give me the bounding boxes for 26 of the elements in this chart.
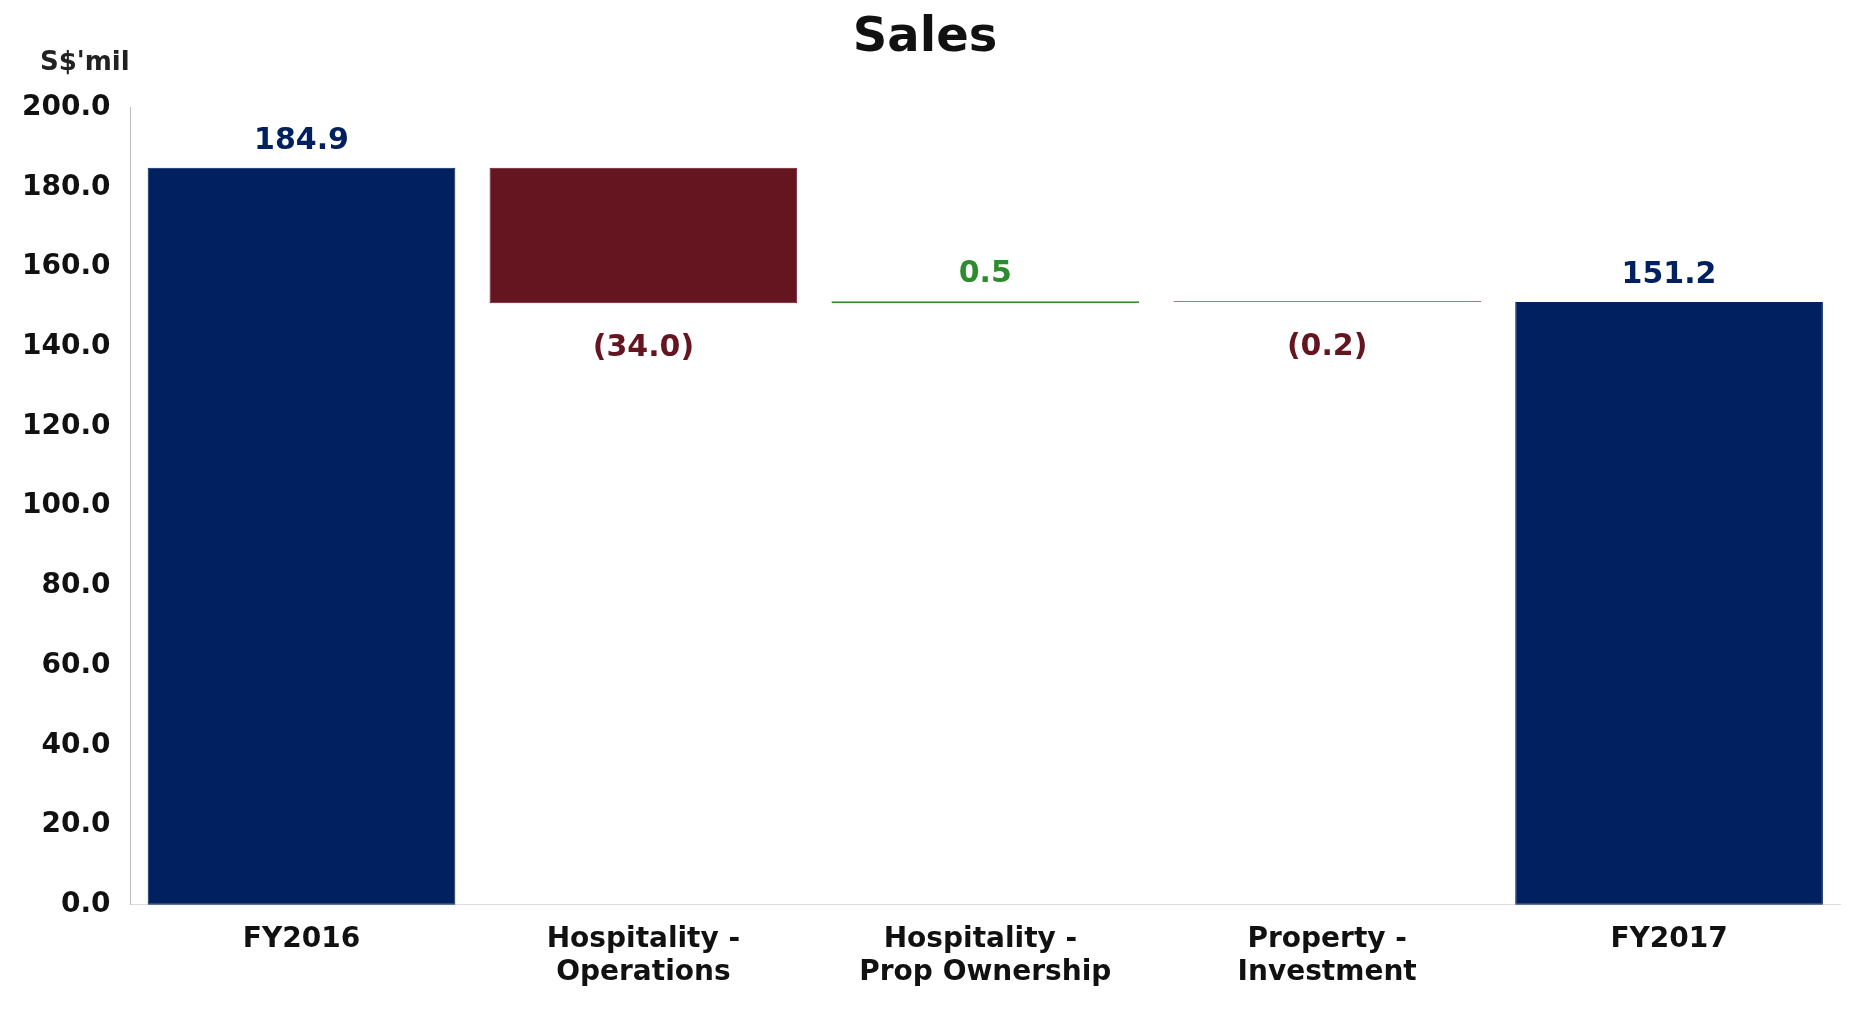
chart-title: Sales <box>852 6 998 63</box>
bar <box>1515 302 1823 905</box>
y-tick-label: 200.0 <box>21 88 111 122</box>
x-tick-label: Hospitality - Operations <box>546 920 741 988</box>
y-tick-label: 100.0 <box>21 487 111 521</box>
bar <box>147 167 456 905</box>
data-label: 184.9 <box>254 120 349 156</box>
y-axis-title: S$'mil <box>40 45 130 76</box>
data-label: (0.2) <box>1286 326 1368 362</box>
x-tick-label: Hospitality - Prop Ownership <box>859 920 1112 988</box>
x-tick-label: FY2017 <box>1610 920 1728 954</box>
data-label: 151.2 <box>1621 254 1717 290</box>
y-tick-label: 160.0 <box>21 248 111 282</box>
y-tick-label: 180.0 <box>21 168 111 202</box>
data-label: 0.5 <box>958 254 1012 290</box>
y-tick-label: 120.0 <box>21 407 111 441</box>
x-tick-label: FY2016 <box>242 920 361 954</box>
y-tick-label: 60.0 <box>41 646 111 680</box>
y-tick-label: 20.0 <box>41 806 111 840</box>
bar <box>489 167 798 304</box>
y-tick-label: 0.0 <box>60 886 111 920</box>
y-tick-label: 140.0 <box>21 328 111 362</box>
data-label: (34.0) <box>592 328 695 364</box>
y-tick-label: 80.0 <box>41 567 111 601</box>
x-tick-label: Property - Investment <box>1237 920 1417 988</box>
y-tick-label: 40.0 <box>41 726 111 760</box>
